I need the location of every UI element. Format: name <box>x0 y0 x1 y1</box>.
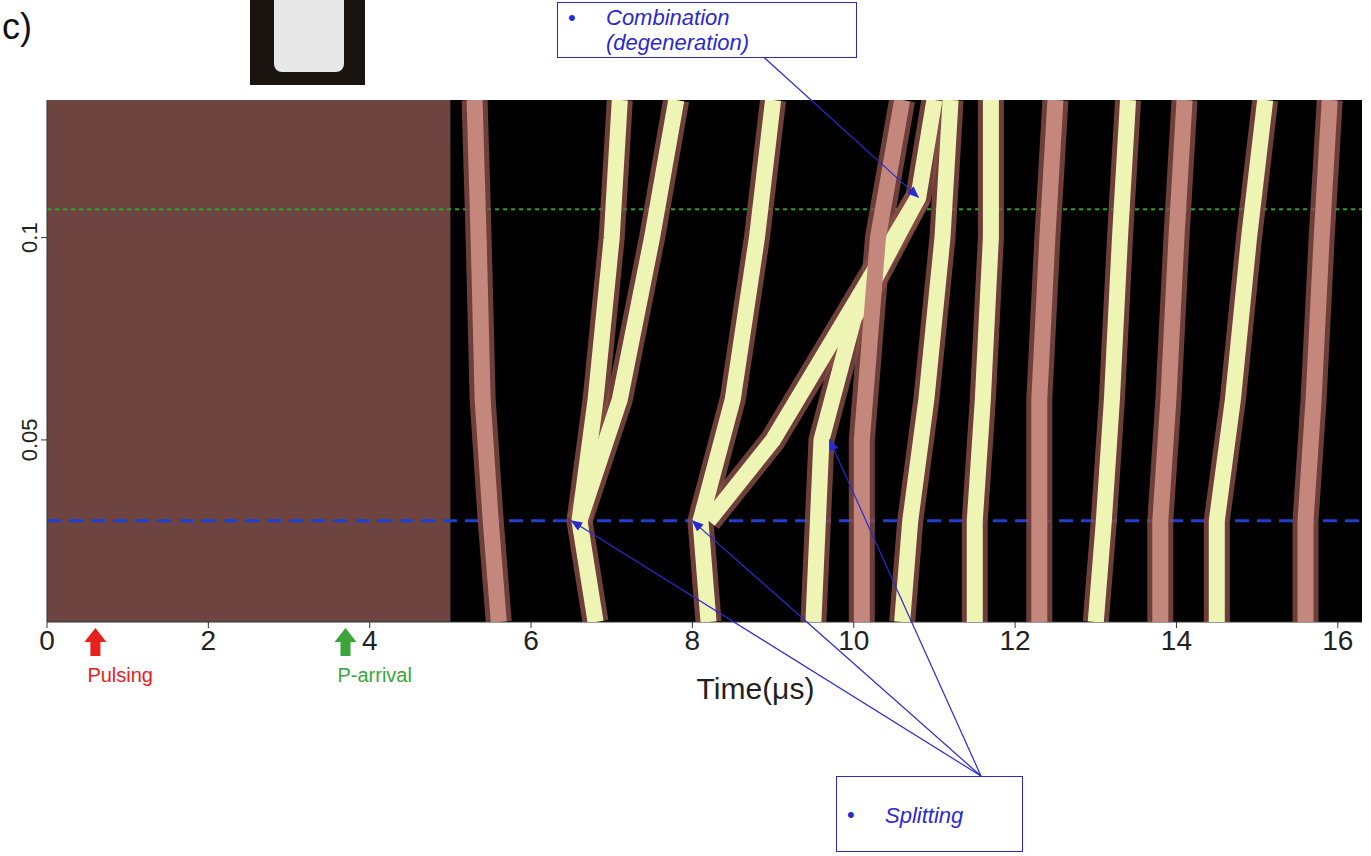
html-text:Combination: Combination <box>606 5 730 30</box>
svg-text:12: 12 <box>1000 625 1031 656</box>
html-text:Time(μs): Time(μs) <box>696 672 815 705</box>
svg-text:0: 0 <box>39 625 55 656</box>
svg-text:0.05: 0.05 <box>17 418 42 461</box>
html-text:c): c) <box>2 6 32 47</box>
svg-text:8: 8 <box>685 625 701 656</box>
svg-text:0.1: 0.1 <box>17 222 42 253</box>
svg-text:4: 4 <box>362 625 378 656</box>
html-text:Pulsing: Pulsing <box>87 664 153 686</box>
html-text:Splitting: Splitting <box>885 802 964 828</box>
svg-text:2: 2 <box>201 625 217 656</box>
svg-text:6: 6 <box>523 625 539 656</box>
html-text:P-arrival: P-arrival <box>337 664 412 686</box>
html-text:(degeneration): (degeneration) <box>606 30 750 55</box>
svg-text:16: 16 <box>1322 625 1353 656</box>
svg-text:14: 14 <box>1161 625 1192 656</box>
svg-text:10: 10 <box>838 625 869 656</box>
